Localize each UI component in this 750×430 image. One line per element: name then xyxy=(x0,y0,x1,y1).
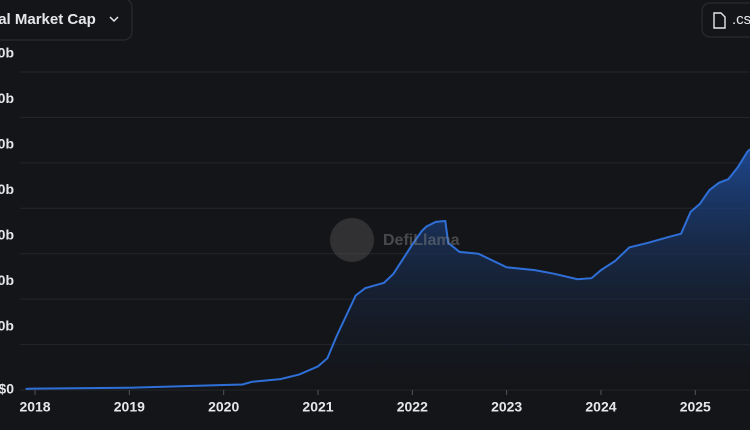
csv-icon xyxy=(713,12,726,29)
chevron xyxy=(109,16,119,23)
y-tick-label: $200b xyxy=(0,181,14,197)
y-tick-label: $150b xyxy=(0,226,14,242)
x-tick-label: 2018 xyxy=(19,399,50,415)
x-tick-label: 2025 xyxy=(680,399,711,415)
csv-label: .csv xyxy=(732,11,750,28)
x-tick-label: 2024 xyxy=(585,399,616,415)
x-tick-label: 2019 xyxy=(114,399,145,415)
y-tick-label: $100b xyxy=(0,272,14,288)
series-line xyxy=(25,148,750,390)
x-tick-label: 2023 xyxy=(491,399,522,415)
x-tick-label: 2022 xyxy=(397,399,428,415)
metric-title: Total Market Cap xyxy=(0,11,96,28)
y-tick-label: $250b xyxy=(0,136,14,152)
x-tick-label: 2020 xyxy=(208,399,239,415)
x-tick-label: 2021 xyxy=(302,399,333,415)
watermark-logo xyxy=(330,218,374,262)
y-tick-label: $0 xyxy=(0,381,14,397)
watermark: DefiLlama xyxy=(330,218,460,262)
watermark-text: DefiLlama xyxy=(383,232,460,249)
y-tick-label: $350b xyxy=(0,45,14,61)
area-fill xyxy=(25,149,750,390)
y-tick-label: $50b xyxy=(0,317,14,333)
metric-select[interactable] xyxy=(0,0,133,41)
y-tick-label: $300b xyxy=(0,90,14,106)
